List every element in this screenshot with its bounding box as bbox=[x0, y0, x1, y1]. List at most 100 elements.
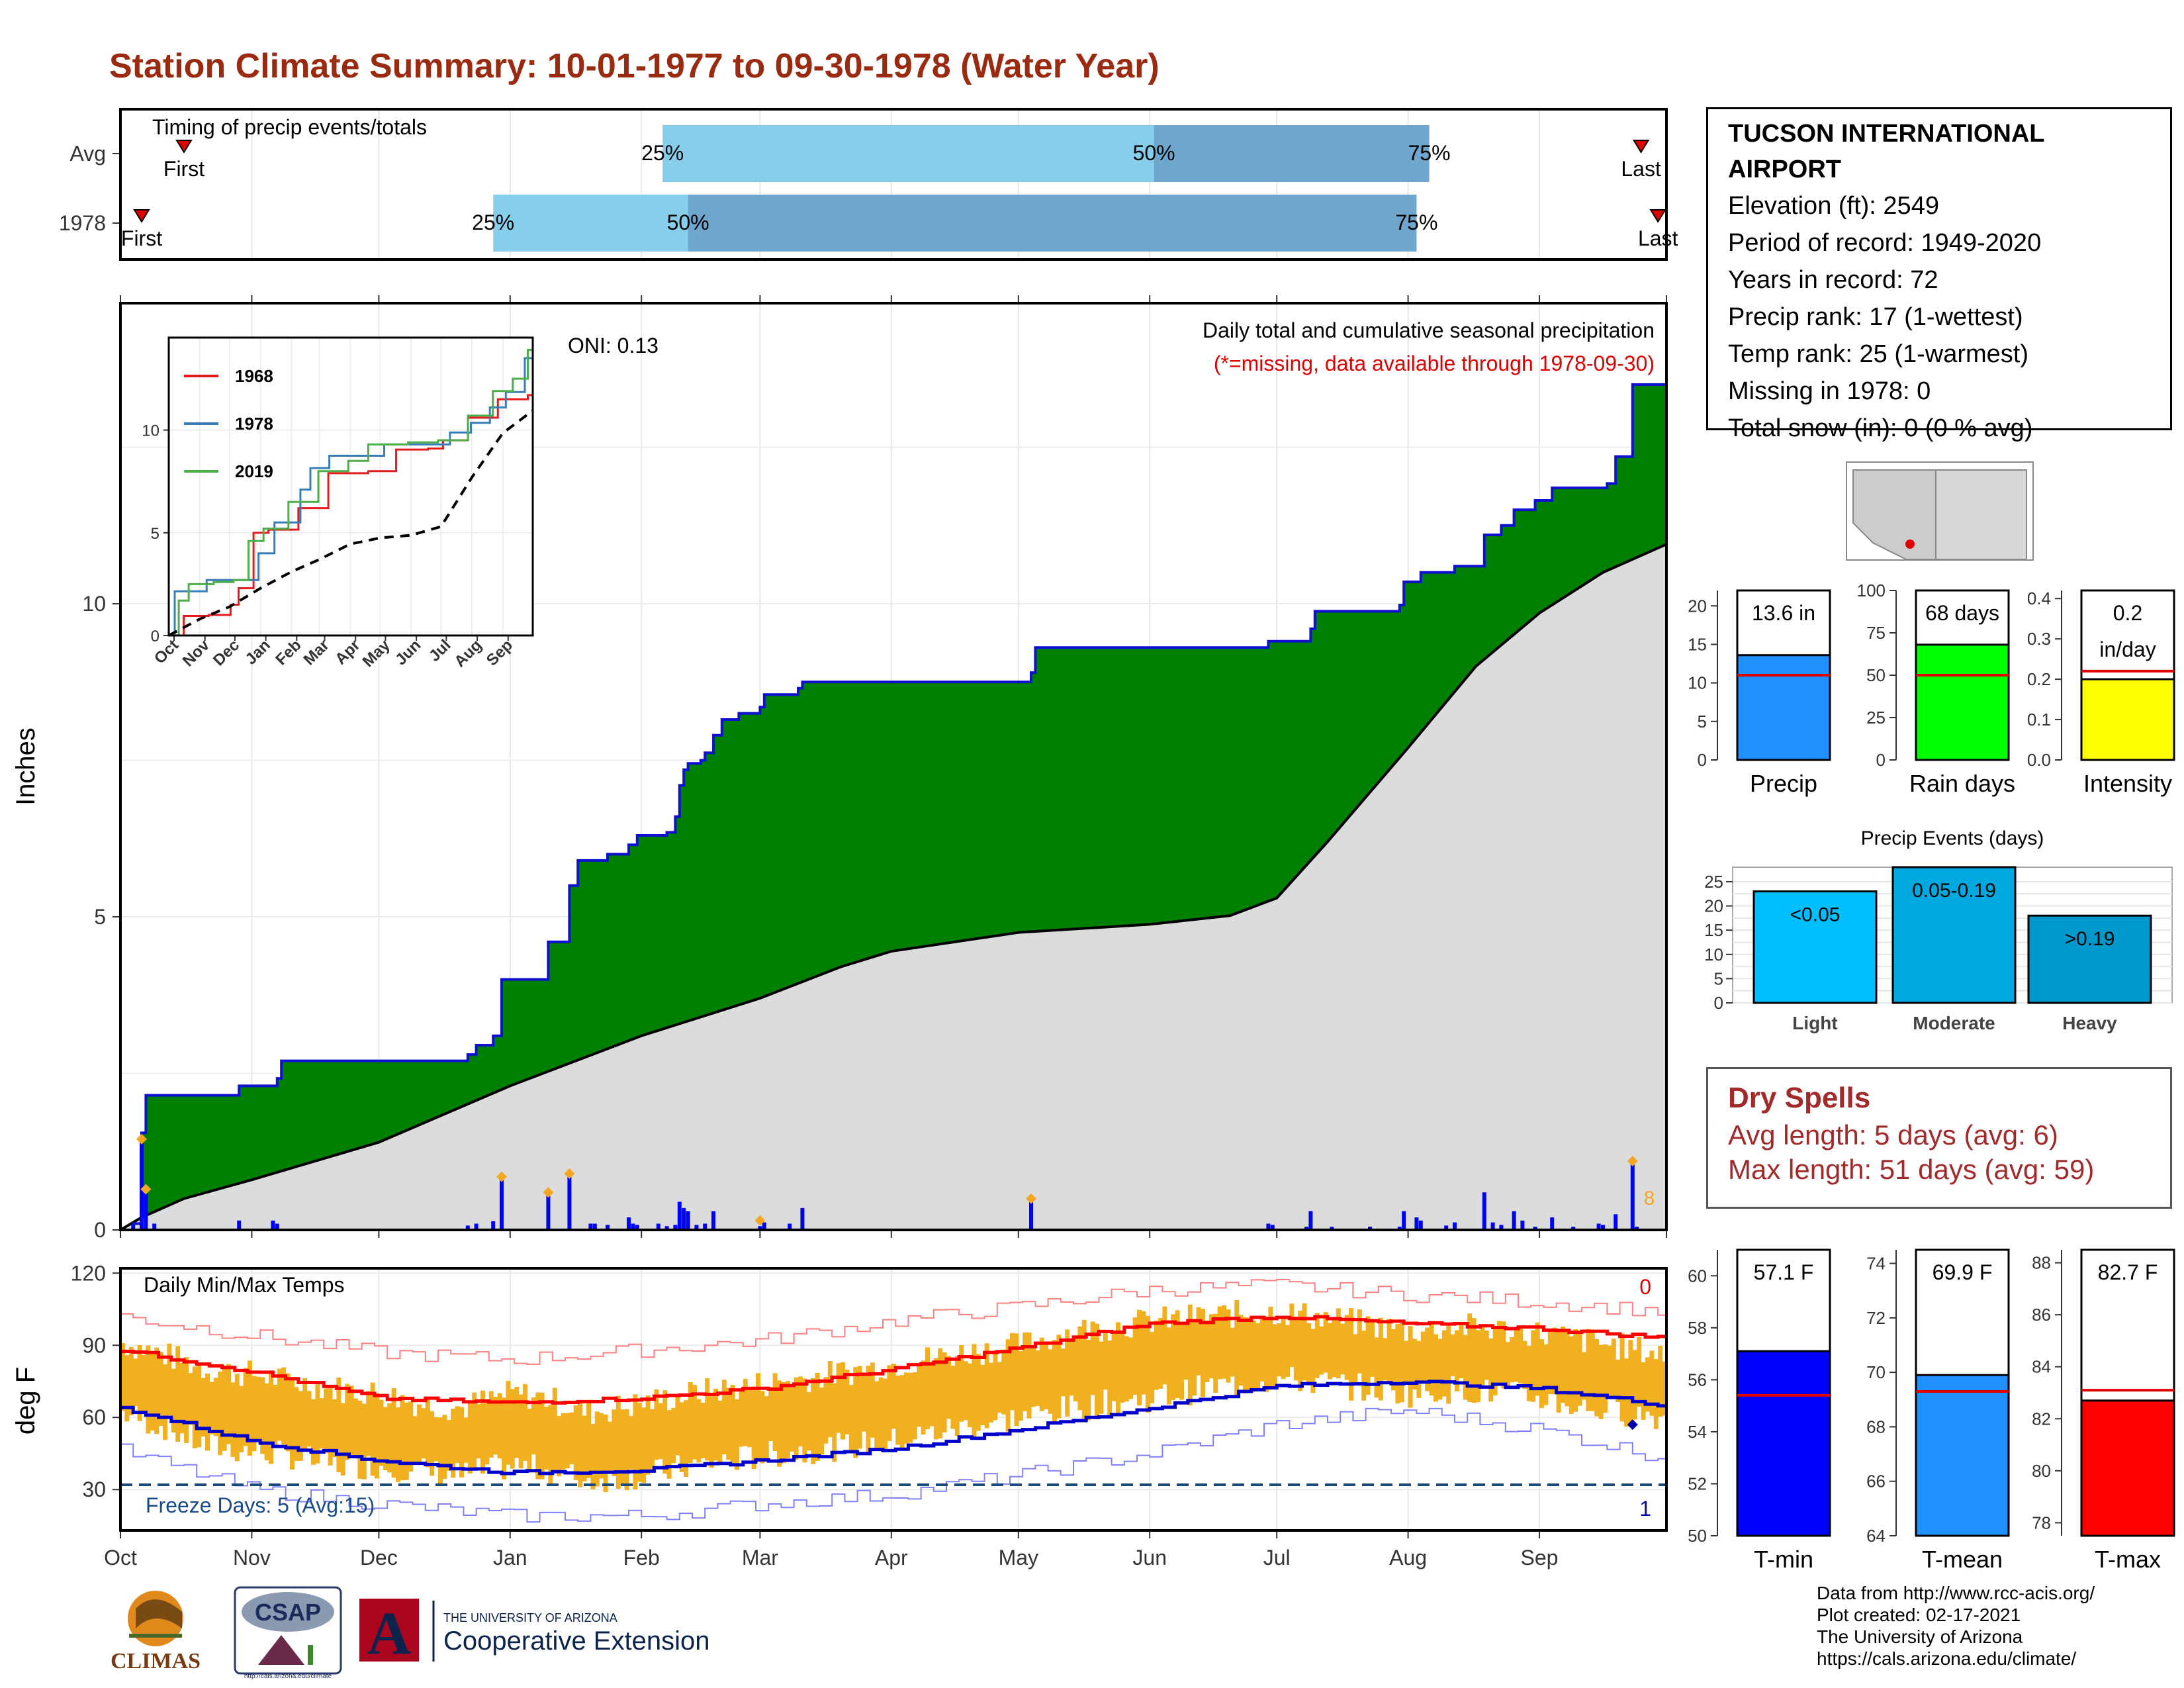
precip-daily-bar bbox=[1550, 1217, 1555, 1230]
dry-spells-heading: Dry Spells bbox=[1728, 1082, 1871, 1114]
precip-y-tick-label: 0 bbox=[94, 1218, 106, 1242]
temps-daily-bar bbox=[1446, 1324, 1451, 1404]
temps-daily-bar bbox=[819, 1387, 824, 1455]
temps-daily-bar bbox=[1124, 1336, 1129, 1402]
temps-daily-bar bbox=[917, 1365, 922, 1427]
temps-daily-bar bbox=[192, 1366, 197, 1448]
temps-daily-bar bbox=[1103, 1333, 1108, 1390]
temps-daily-bar bbox=[273, 1384, 278, 1446]
temps-daily-bar bbox=[213, 1378, 218, 1436]
temps-daily-bar bbox=[328, 1385, 333, 1466]
temps-daily-bar bbox=[510, 1389, 515, 1469]
summary-bar-label: Precip bbox=[1750, 770, 1817, 797]
temps-daily-bar bbox=[921, 1360, 926, 1435]
temps-daily-bar bbox=[1391, 1329, 1396, 1391]
temps-x-tick-label: Jul bbox=[1263, 1546, 1291, 1570]
temps-daily-bar bbox=[239, 1385, 244, 1452]
temps-daily-bar bbox=[573, 1405, 578, 1480]
temps-daily-bar bbox=[163, 1364, 167, 1440]
temps-daily-bar bbox=[1455, 1330, 1459, 1391]
temps-daily-bar bbox=[1306, 1323, 1311, 1383]
temps-record-min-line bbox=[120, 1407, 1666, 1523]
temps-record-max-line bbox=[120, 1278, 1666, 1365]
temps-daily-bar bbox=[645, 1395, 651, 1475]
temps-daily-bar bbox=[197, 1365, 202, 1448]
temps-daily-bar bbox=[615, 1395, 621, 1489]
temps-daily-bar bbox=[1196, 1307, 1201, 1376]
temps-daily-bar bbox=[1298, 1311, 1303, 1391]
temps-daily-bar bbox=[1353, 1334, 1358, 1383]
summary-bar-label: T-min bbox=[1754, 1546, 1813, 1573]
temps-daily-bar bbox=[1234, 1300, 1240, 1395]
precip-daily-bar bbox=[588, 1223, 593, 1230]
dry-spells-avg: Avg length: 5 days (avg: 6) bbox=[1728, 1119, 2058, 1150]
climas-logo[interactable]: CLIMAS bbox=[111, 1591, 201, 1673]
temps-daily-bar bbox=[565, 1413, 570, 1468]
temps-daily-bar bbox=[857, 1366, 862, 1449]
temps-daily-bar bbox=[502, 1397, 506, 1479]
temps-daily-bar bbox=[340, 1403, 345, 1476]
ua-logo[interactable]: A THE UNIVERSITY OF ARIZONA Cooperative … bbox=[359, 1599, 709, 1667]
summary-bar-tick-label: 72 bbox=[1866, 1308, 1886, 1328]
precip-daily-bar bbox=[1308, 1211, 1313, 1230]
temps-daily-bar bbox=[963, 1361, 968, 1421]
temps-daily-bar bbox=[361, 1403, 367, 1479]
summary-bar-tick-label: 64 bbox=[1866, 1526, 1886, 1546]
summary-bar-tick-label: 60 bbox=[1688, 1266, 1707, 1286]
precip-y-axis-label: Inches bbox=[11, 727, 40, 806]
temps-daily-bar bbox=[756, 1373, 760, 1462]
temps-daily-bar bbox=[747, 1387, 752, 1448]
dry-spells-max: Max length: 51 days (avg: 59) bbox=[1728, 1154, 2095, 1185]
temps-daily-bar bbox=[815, 1372, 820, 1461]
precip-daily-bar bbox=[592, 1223, 597, 1230]
inset-y-tick-label: 5 bbox=[151, 525, 159, 543]
precip-events-title: Precip Events (days) bbox=[1861, 827, 2044, 849]
temps-daily-bar bbox=[497, 1393, 502, 1459]
temps-daily-bar bbox=[1365, 1316, 1371, 1395]
temps-daily-bar bbox=[1518, 1326, 1523, 1383]
temps-daily-bar bbox=[184, 1357, 189, 1443]
temps-daily-bar bbox=[379, 1399, 384, 1466]
temps-daily-bar bbox=[836, 1363, 841, 1433]
temps-daily-bar bbox=[557, 1415, 562, 1477]
temps-daily-bar bbox=[912, 1372, 917, 1440]
precip-daily-bar bbox=[275, 1223, 279, 1230]
temps-daily-bar bbox=[1641, 1362, 1646, 1420]
temps-daily-bar bbox=[954, 1356, 960, 1436]
precip-y-tick-label: 10 bbox=[82, 592, 106, 616]
summary-bar-rain-days: 68 days 0 25 50 75 100 Rain days bbox=[1857, 581, 2015, 797]
summary-bar-tick-label: 66 bbox=[1866, 1472, 1886, 1491]
precip-daily-bar bbox=[546, 1192, 551, 1230]
temps-daily-bar bbox=[739, 1390, 744, 1447]
temps-x-tick-label: Oct bbox=[104, 1546, 137, 1570]
summary-bar-value: 13.6 in bbox=[1752, 601, 1815, 625]
temps-daily-bar bbox=[1522, 1340, 1527, 1389]
precip-events-chart: Precip Events (days) <0.05 Light 0.05-0.19 M… bbox=[1704, 827, 2173, 1033]
temps-daily-bar bbox=[1179, 1321, 1184, 1400]
summary-bar-tick-label: 56 bbox=[1688, 1370, 1707, 1389]
temps-avg-max-line bbox=[120, 1315, 1666, 1405]
precip-frame bbox=[119, 302, 1668, 1231]
temps-daily-bar bbox=[319, 1398, 324, 1449]
summary-bar-t-mean: 69.9 F 64 66 68 70 72 74 T-mean bbox=[1866, 1248, 2010, 1573]
timing-p75-label: 75% bbox=[1408, 141, 1451, 165]
temps-avg-min-line bbox=[120, 1380, 1666, 1476]
temps-daily-bar bbox=[1099, 1341, 1104, 1414]
temps-y-tick-label: 90 bbox=[82, 1333, 106, 1357]
precip-events-bar bbox=[2027, 914, 2152, 1004]
logo-row: CLIMAS CSAP http://cals.arizona.edu/clim… bbox=[109, 1582, 745, 1681]
temps-daily-bar bbox=[430, 1411, 435, 1476]
temps-daily-bar bbox=[222, 1368, 227, 1451]
summary-bar-tick-label: 52 bbox=[1688, 1474, 1707, 1493]
precip-daily-bar bbox=[474, 1223, 478, 1230]
temps-x-tick-label: Dec bbox=[360, 1546, 398, 1570]
temps-daily-bar bbox=[150, 1351, 155, 1430]
station-precip-rank: Precip rank: 17 (1-wettest) bbox=[1728, 303, 2023, 331]
temps-daily-bar bbox=[844, 1370, 850, 1434]
temps-x-tick-label: Feb bbox=[623, 1546, 660, 1570]
temps-daily-bar bbox=[692, 1385, 697, 1460]
temps-daily-bar bbox=[175, 1346, 181, 1442]
temps-daily-bar bbox=[1535, 1322, 1540, 1396]
csap-logo[interactable]: CSAP http://cals.arizona.edu/climate bbox=[234, 1586, 342, 1680]
temps-daily-bar bbox=[1607, 1345, 1612, 1398]
